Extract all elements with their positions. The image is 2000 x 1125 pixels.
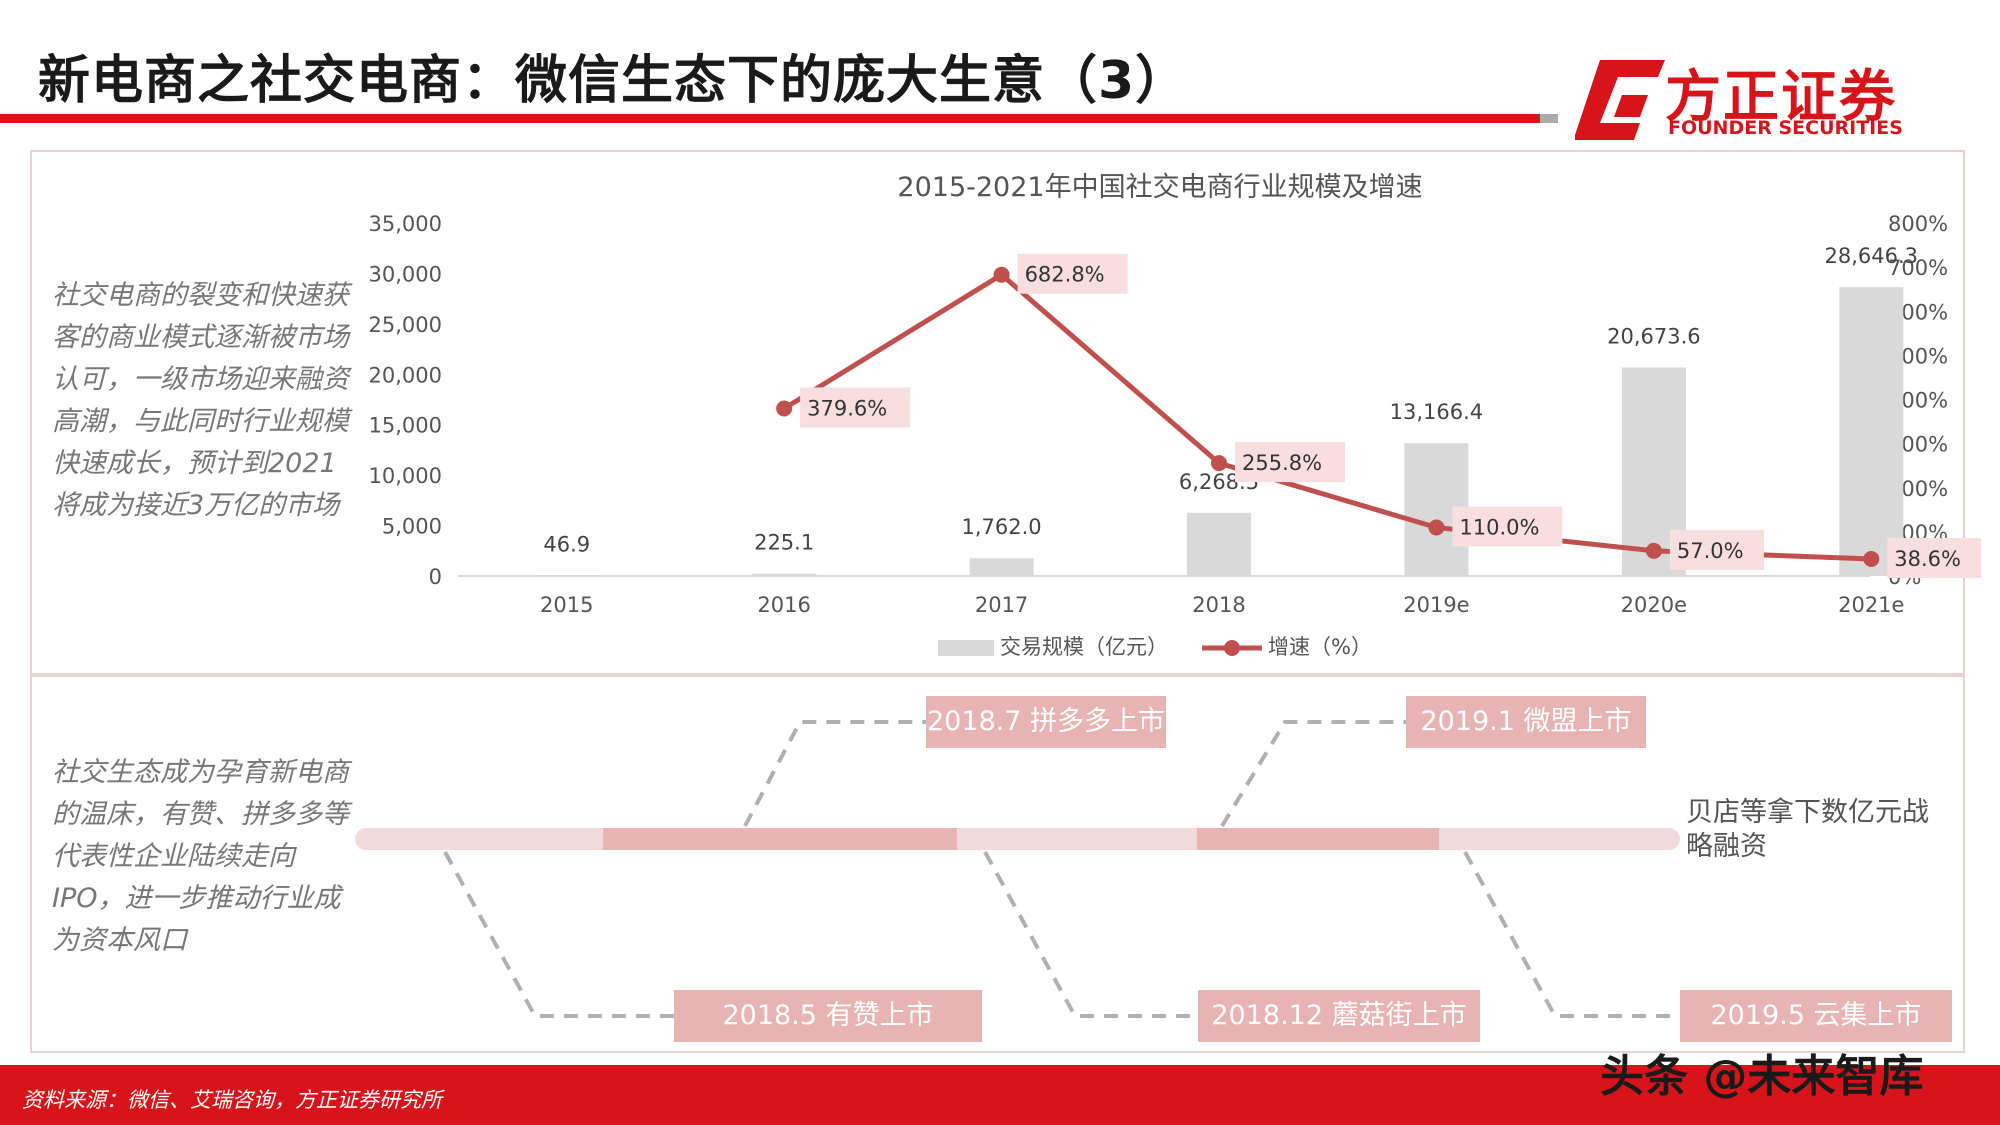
x-tick-label: 2015 <box>540 593 593 617</box>
growth-point <box>993 266 1010 283</box>
title-underline <box>0 114 1555 123</box>
event-mogujie-ipo: 2018.12 蘑菇街上市 <box>1198 990 1480 1042</box>
footer-bar <box>0 1065 2000 1125</box>
x-tick-label: 2020e <box>1621 593 1687 617</box>
x-tick-label: 2016 <box>757 593 810 617</box>
growth-label-bg <box>1669 529 1764 570</box>
growth-label: 38.6% <box>1894 547 1961 571</box>
growth-label: 57.0% <box>1677 539 1744 563</box>
chart-title: 2015-2021年中国社交电商行业规模及增速 <box>897 172 1422 203</box>
growth-point <box>1863 550 1880 567</box>
growth-label: 379.6% <box>807 397 887 421</box>
timeline-segment <box>603 828 957 850</box>
y-left-tick-label: 30,000 <box>369 262 442 286</box>
event-weimeng-ipo: 2019.1 微盟上市 <box>1406 696 1646 748</box>
y-right-tick-label: 800% <box>1888 212 1948 236</box>
connector-youzan <box>443 851 674 1018</box>
y-left-tick-label: 25,000 <box>369 313 442 337</box>
logo-text-cn: 方正证券 <box>1665 65 1897 130</box>
growth-label-bg <box>1452 506 1563 547</box>
legend-label-bar: 交易规模（亿元） <box>1000 635 1168 659</box>
growth-point <box>1428 519 1445 536</box>
bar-value-label: 28,646.3 <box>1825 244 1919 268</box>
logo-text-en: FOUNDER SECURITIES <box>1668 117 1903 139</box>
connector-mogujie <box>983 851 1198 1018</box>
growth-point <box>1211 455 1227 472</box>
y-left-tick-label: 10,000 <box>369 464 442 488</box>
timeline-end-note: 贝店等拿下数亿元战略融资 <box>1686 797 1929 862</box>
growth-label: 110.0% <box>1459 515 1539 539</box>
legend-label-line: 增速（%） <box>1268 635 1372 659</box>
timeline-note: 社交生态成为孕育新电商的温床，有赞、拼多多等代表性企业陆续走向IPO，进一步推动… <box>52 757 349 956</box>
bar-value-label: 20,673.6 <box>1607 324 1701 348</box>
bar <box>1839 287 1904 576</box>
timeline-segment <box>1197 828 1439 850</box>
bar <box>969 558 1034 576</box>
founder-logo-icon <box>1575 60 1665 140</box>
bar-value-label: 46.9 <box>543 533 590 557</box>
bar-value-label: 13,166.4 <box>1390 400 1484 424</box>
x-tick-label: 2021e <box>1838 593 1904 617</box>
event-yunji-ipo: 2019.5 云集上市 <box>1680 990 1952 1042</box>
growth-label: 682.8% <box>1025 263 1105 287</box>
growth-label-bg <box>800 387 911 428</box>
source-note: 资料来源：微信、艾瑞咨询，方正证券研究所 <box>22 1088 442 1112</box>
y-left-tick-label: 15,000 <box>369 414 442 438</box>
y-left-tick-label: 20,000 <box>369 363 442 387</box>
x-tick-label: 2019e <box>1403 593 1469 617</box>
event-pinduoduo-ipo: 2018.7 拼多多上市 <box>926 696 1166 748</box>
event-youzan-ipo: 2018.5 有赞上市 <box>674 990 982 1042</box>
chart: 2015-2021年中国社交电商行业规模及增速 0 5,000 10,000 15,00… <box>369 172 1982 659</box>
connector-yunji <box>1463 851 1680 1018</box>
bar <box>752 573 817 576</box>
growth-label: 255.8% <box>1242 451 1322 475</box>
y-left-tick-label: 35,000 <box>369 212 442 236</box>
y-right-tick-label: 700% <box>1888 256 1948 280</box>
x-tick-label: 2017 <box>975 593 1028 617</box>
chart-note: 社交电商的裂变和快速获客的商业模式逐渐被市场认可，一级市场迎来融资高潮，与此同时… <box>52 280 349 521</box>
bar-value-label: 225.1 <box>754 531 814 555</box>
x-tick-label: 2018 <box>1192 593 1245 617</box>
connector-pinduoduo <box>743 720 926 827</box>
y-left-tick-label: 5,000 <box>382 515 442 539</box>
growth-point <box>1645 542 1662 559</box>
connector-weimeng <box>1220 720 1406 828</box>
legend-swatch-bar <box>938 640 994 656</box>
timeline-track <box>355 828 1680 850</box>
growth-label-bg <box>1887 537 1982 578</box>
growth-label-bg <box>1017 253 1128 294</box>
growth-point <box>776 400 793 417</box>
title-underline-accent <box>1540 114 1558 123</box>
watermark: 头条 @未来智库 <box>1600 1051 1924 1102</box>
growth-label-bg <box>1235 442 1345 483</box>
bar <box>1187 512 1251 576</box>
page-title: 新电商之社交电商：微信生态下的庞大生意（3） <box>38 51 1189 111</box>
bar-value-label: 1,762.0 <box>961 515 1041 539</box>
y-left-tick-label: 0 <box>429 565 442 589</box>
bar <box>534 575 599 577</box>
legend-marker-line <box>1224 640 1240 656</box>
